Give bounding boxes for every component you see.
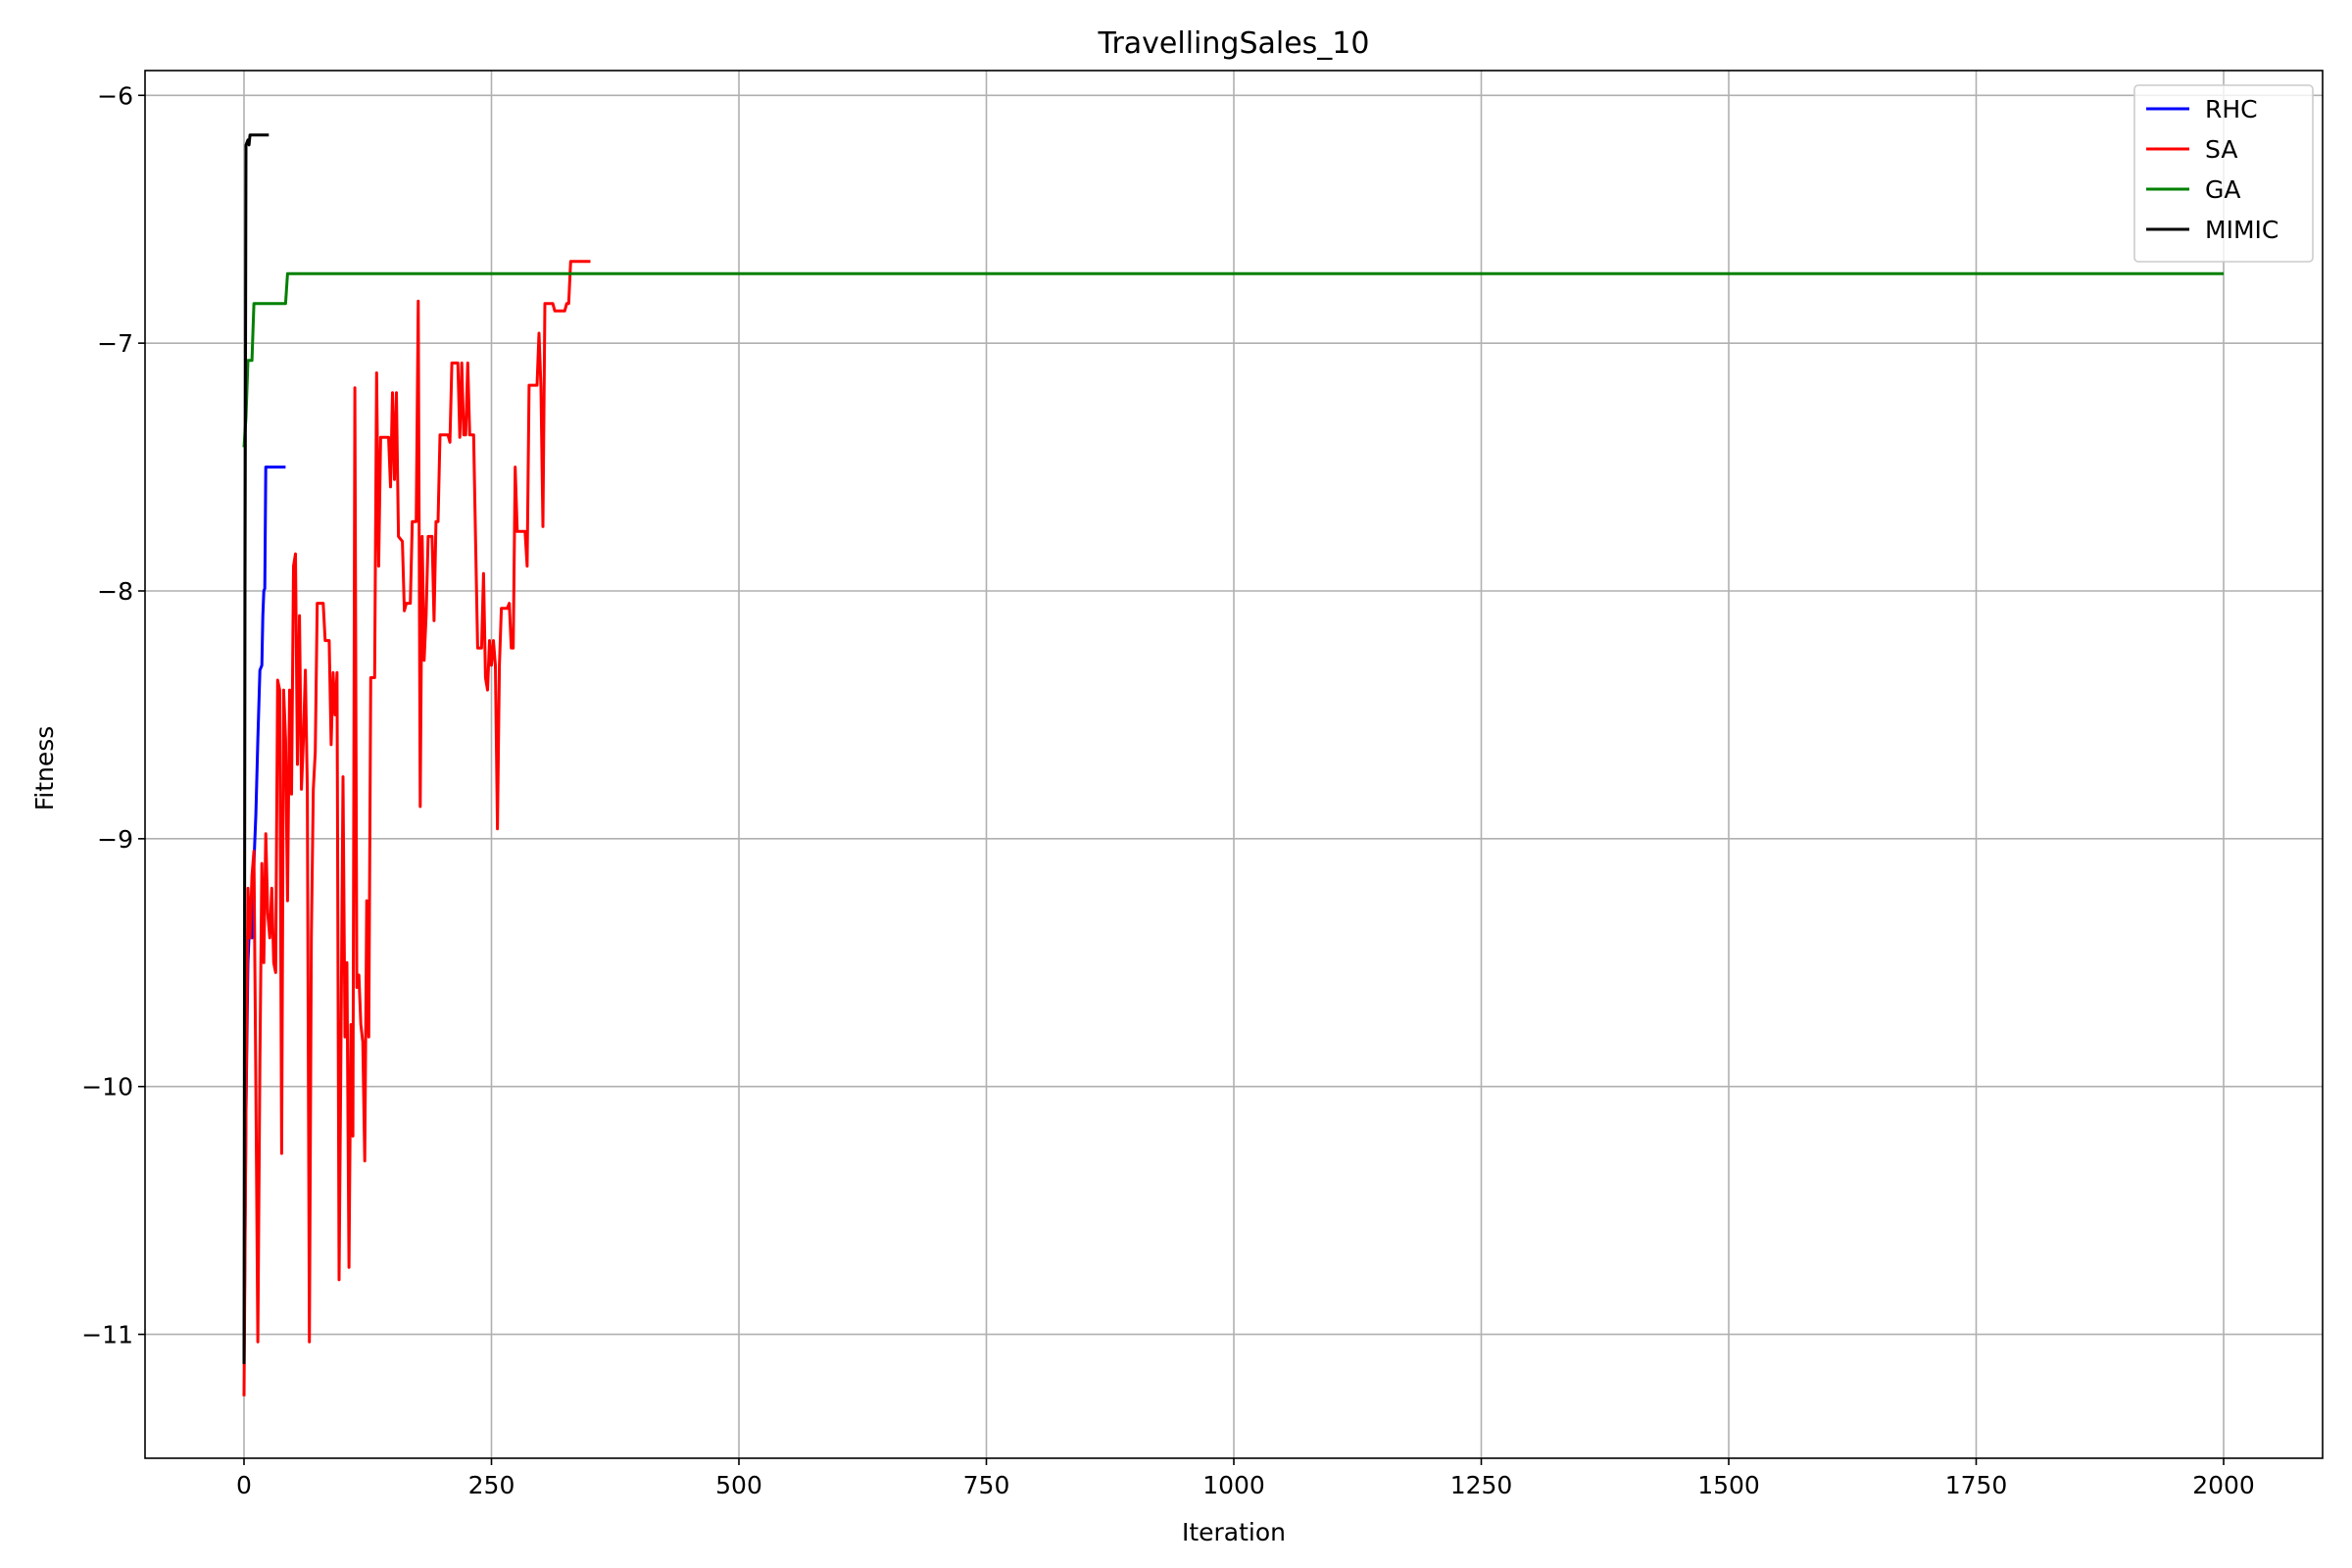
y-tick-label: −7 <box>97 329 133 358</box>
y-tick-label: −10 <box>81 1073 133 1102</box>
y-tick-label: −8 <box>97 577 133 606</box>
legend-label-sa: SA <box>2205 135 2237 164</box>
legend-label-ga: GA <box>2205 175 2240 204</box>
y-axis-label: Fitness <box>30 726 59 811</box>
x-tick-label: 1250 <box>1450 1471 1513 1499</box>
series-line-sa <box>242 260 591 1396</box>
x-tick-label: 1000 <box>1202 1471 1265 1499</box>
y-tick-label: −11 <box>81 1321 133 1349</box>
x-tick-label: 0 <box>236 1471 252 1499</box>
legend-label-rhc: RHC <box>2205 95 2258 123</box>
series-line-mimic <box>242 133 270 1364</box>
y-axis-ticks: −11 −10 −9 −8 −7 −6 <box>81 81 145 1349</box>
x-tick-label: 2000 <box>2192 1471 2255 1499</box>
x-tick-label: 1750 <box>1945 1471 2008 1499</box>
x-tick-label: 500 <box>715 1471 762 1499</box>
legend: RHC SA GA MIMIC <box>2133 84 2314 263</box>
x-axis-ticks: 0 250 500 750 1000 1250 1500 1750 2000 <box>236 1458 2255 1499</box>
series-lines <box>242 133 2224 1396</box>
legend-box <box>2133 84 2314 263</box>
x-tick-label: 1500 <box>1697 1471 1760 1499</box>
grid <box>145 71 2323 1458</box>
y-tick-label: −6 <box>97 81 133 110</box>
x-tick-label: 250 <box>468 1471 515 1499</box>
x-tick-label: 750 <box>963 1471 1010 1499</box>
y-tick-label: −9 <box>97 825 133 854</box>
legend-label-mimic: MIMIC <box>2205 216 2278 244</box>
x-axis-label: Iteration <box>1182 1518 1286 1546</box>
series-line-ga <box>242 271 2224 448</box>
chart-title: TravellingSales_10 <box>1098 26 1370 61</box>
